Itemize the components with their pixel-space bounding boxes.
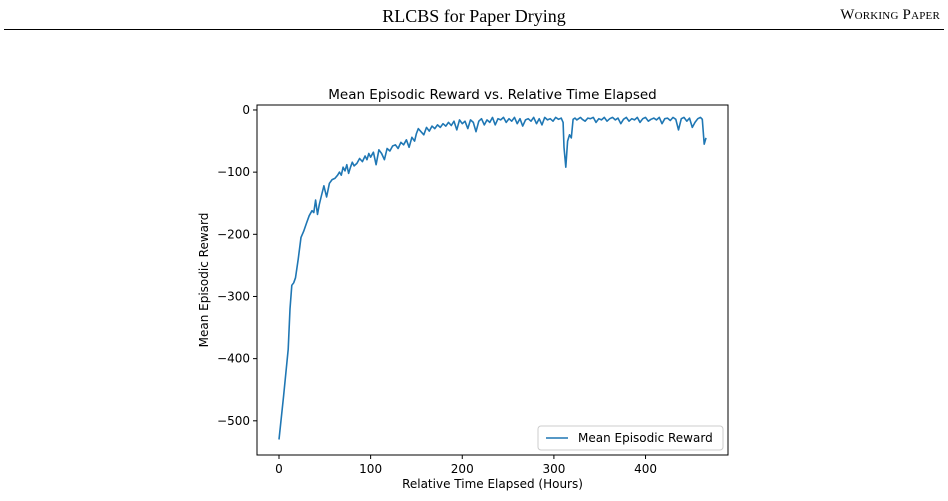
series-line bbox=[278, 116, 707, 440]
plot-frame bbox=[256, 104, 729, 456]
y-axis-label: Mean Episodic Reward bbox=[197, 213, 211, 348]
x-tick-label: 0 bbox=[275, 462, 283, 476]
legend-box bbox=[537, 425, 724, 451]
series-layer bbox=[278, 116, 707, 440]
legend-label: Mean Episodic Reward bbox=[578, 431, 713, 445]
y-tick-label: 0 bbox=[242, 103, 250, 117]
y-tick-label: −300 bbox=[217, 289, 250, 303]
x-tick-label: 300 bbox=[542, 462, 565, 476]
x-tick-label: 100 bbox=[359, 462, 382, 476]
header-rule bbox=[4, 29, 944, 30]
chart-title: Mean Episodic Reward vs. Relative Time E… bbox=[328, 87, 657, 103]
y-tick-label: −400 bbox=[217, 352, 250, 366]
legend: Mean Episodic Reward bbox=[537, 425, 724, 451]
y-tick-label: −200 bbox=[217, 227, 250, 241]
running-header-title: RLCBS for Paper Drying bbox=[382, 6, 566, 26]
y-axis: 0 −100 −200 −300 −400 −500 bbox=[217, 103, 257, 428]
y-tick-label: −100 bbox=[217, 165, 250, 179]
x-tick-label: 200 bbox=[451, 462, 474, 476]
x-axis-label: Relative Time Elapsed (Hours) bbox=[402, 477, 583, 491]
running-header-label: Working Paper bbox=[840, 7, 940, 23]
y-tick-label: −500 bbox=[217, 414, 250, 428]
x-tick-label: 400 bbox=[634, 462, 657, 476]
x-axis: 0 100 200 300 400 bbox=[275, 455, 657, 476]
